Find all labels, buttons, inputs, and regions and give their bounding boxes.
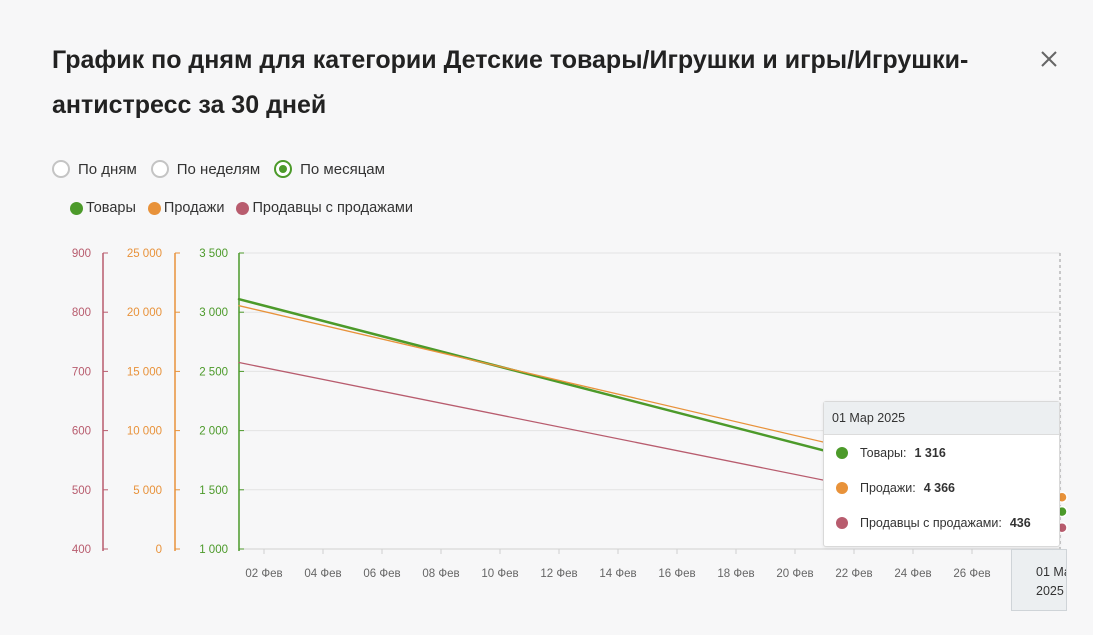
crosshair-date-label: 01 Мар 2025 bbox=[1011, 549, 1067, 611]
legend-label: Товары bbox=[86, 200, 136, 216]
chart-tooltip: 01 Мар 2025 Товары: 1 316 Продажи: 4 366… bbox=[823, 401, 1060, 547]
y-tick-label: 1 500 bbox=[199, 485, 228, 497]
tooltip-date: 01 Мар 2025 bbox=[824, 402, 1059, 435]
x-tick-label: 10 Фев bbox=[481, 568, 518, 580]
radio-by-months[interactable]: По месяцам bbox=[274, 160, 385, 178]
tooltip-value: 4 366 bbox=[923, 480, 955, 495]
radio-label: По дням bbox=[78, 160, 137, 178]
x-tick-label: 20 Фев bbox=[776, 568, 813, 580]
y-tick-label: 2 000 bbox=[199, 426, 228, 438]
tooltip-value: 436 bbox=[1009, 515, 1031, 530]
x-tick-label: 18 Фев bbox=[717, 568, 754, 580]
legend-item-products[interactable]: Товары bbox=[70, 200, 136, 216]
tooltip-dot bbox=[836, 516, 848, 529]
x-tick-label: 22 Фев bbox=[835, 568, 872, 580]
y-tick-label: 600 bbox=[72, 426, 91, 438]
y-tick-label: 800 bbox=[72, 307, 91, 319]
tooltip-dot bbox=[836, 481, 848, 494]
radio-by-days[interactable]: По дням bbox=[52, 160, 137, 178]
x-tick-label: 16 Фев bbox=[658, 568, 695, 580]
period-radio-group: По дням По неделям По месяцам bbox=[52, 160, 399, 178]
radio-label: По месяцам bbox=[300, 160, 385, 178]
x-tick-label: 08 Фев bbox=[422, 568, 459, 580]
legend-dot bbox=[236, 201, 250, 215]
tooltip-dot bbox=[836, 446, 848, 459]
tooltip-row-sales: Продажи: 4 366 bbox=[824, 470, 1059, 505]
x-tick-label: 12 Фев bbox=[540, 568, 577, 580]
x-tick-label: 06 Фев bbox=[363, 568, 400, 580]
chart-legend: Товары Продажи Продавцы с продажами bbox=[70, 200, 425, 216]
x-tick-label: 02 Фев bbox=[245, 568, 282, 580]
y-tick-label: 3 500 bbox=[199, 248, 228, 260]
modal-title: График по дням для категории Детские тов… bbox=[52, 46, 969, 119]
y-tick-label: 2 500 bbox=[199, 366, 228, 378]
close-icon bbox=[1041, 51, 1057, 67]
y-tick-label: 5 000 bbox=[133, 485, 162, 497]
legend-label: Продажи bbox=[163, 200, 225, 216]
y-tick-label: 1 000 bbox=[199, 544, 228, 556]
tooltip-value: 1 316 bbox=[914, 445, 946, 460]
tooltip-label: Товары: bbox=[860, 445, 907, 460]
x-tick-label: 14 Фев bbox=[599, 568, 636, 580]
legend-dot bbox=[70, 201, 83, 215]
tooltip-row-products: Товары: 1 316 bbox=[824, 435, 1059, 470]
y-tick-label: 900 bbox=[72, 248, 91, 260]
radio-label: По неделям bbox=[176, 160, 261, 178]
y-tick-label: 500 bbox=[72, 485, 91, 497]
x-tick-label: 04 Фев bbox=[304, 568, 341, 580]
radio-circle[interactable] bbox=[52, 160, 70, 178]
y-tick-label: 15 000 bbox=[127, 366, 162, 378]
crosshair-date-line2: 2025 bbox=[1036, 584, 1064, 598]
tooltip-row-sellers: Продавцы с продажами: 436 bbox=[824, 505, 1059, 540]
close-button[interactable] bbox=[1034, 44, 1064, 74]
legend-label: Продавцы с продажами bbox=[252, 200, 413, 216]
y-tick-label: 400 bbox=[72, 544, 91, 556]
y-tick-label: 10 000 bbox=[127, 426, 162, 438]
legend-dot bbox=[147, 201, 161, 215]
y-tick-label: 3 000 bbox=[199, 307, 228, 319]
x-tick-label: 26 Фев bbox=[953, 568, 990, 580]
x-tick-label: 24 Фев bbox=[894, 568, 931, 580]
legend-item-sellers[interactable]: Продавцы с продажами bbox=[236, 200, 413, 216]
legend-item-sales[interactable]: Продажи bbox=[147, 200, 225, 216]
y-tick-label: 0 bbox=[156, 544, 162, 556]
y-tick-label: 20 000 bbox=[127, 307, 162, 319]
tooltip-label: Продавцы с продажами: bbox=[860, 515, 1002, 530]
radio-by-weeks[interactable]: По неделям bbox=[150, 160, 261, 178]
radio-circle-checked[interactable] bbox=[274, 160, 293, 178]
radio-circle[interactable] bbox=[150, 160, 169, 178]
crosshair-date-line1: 01 Мар bbox=[1036, 565, 1066, 579]
y-tick-label: 25 000 bbox=[127, 248, 162, 260]
tooltip-label: Продажи: bbox=[860, 480, 916, 495]
y-tick-label: 700 bbox=[72, 366, 91, 378]
